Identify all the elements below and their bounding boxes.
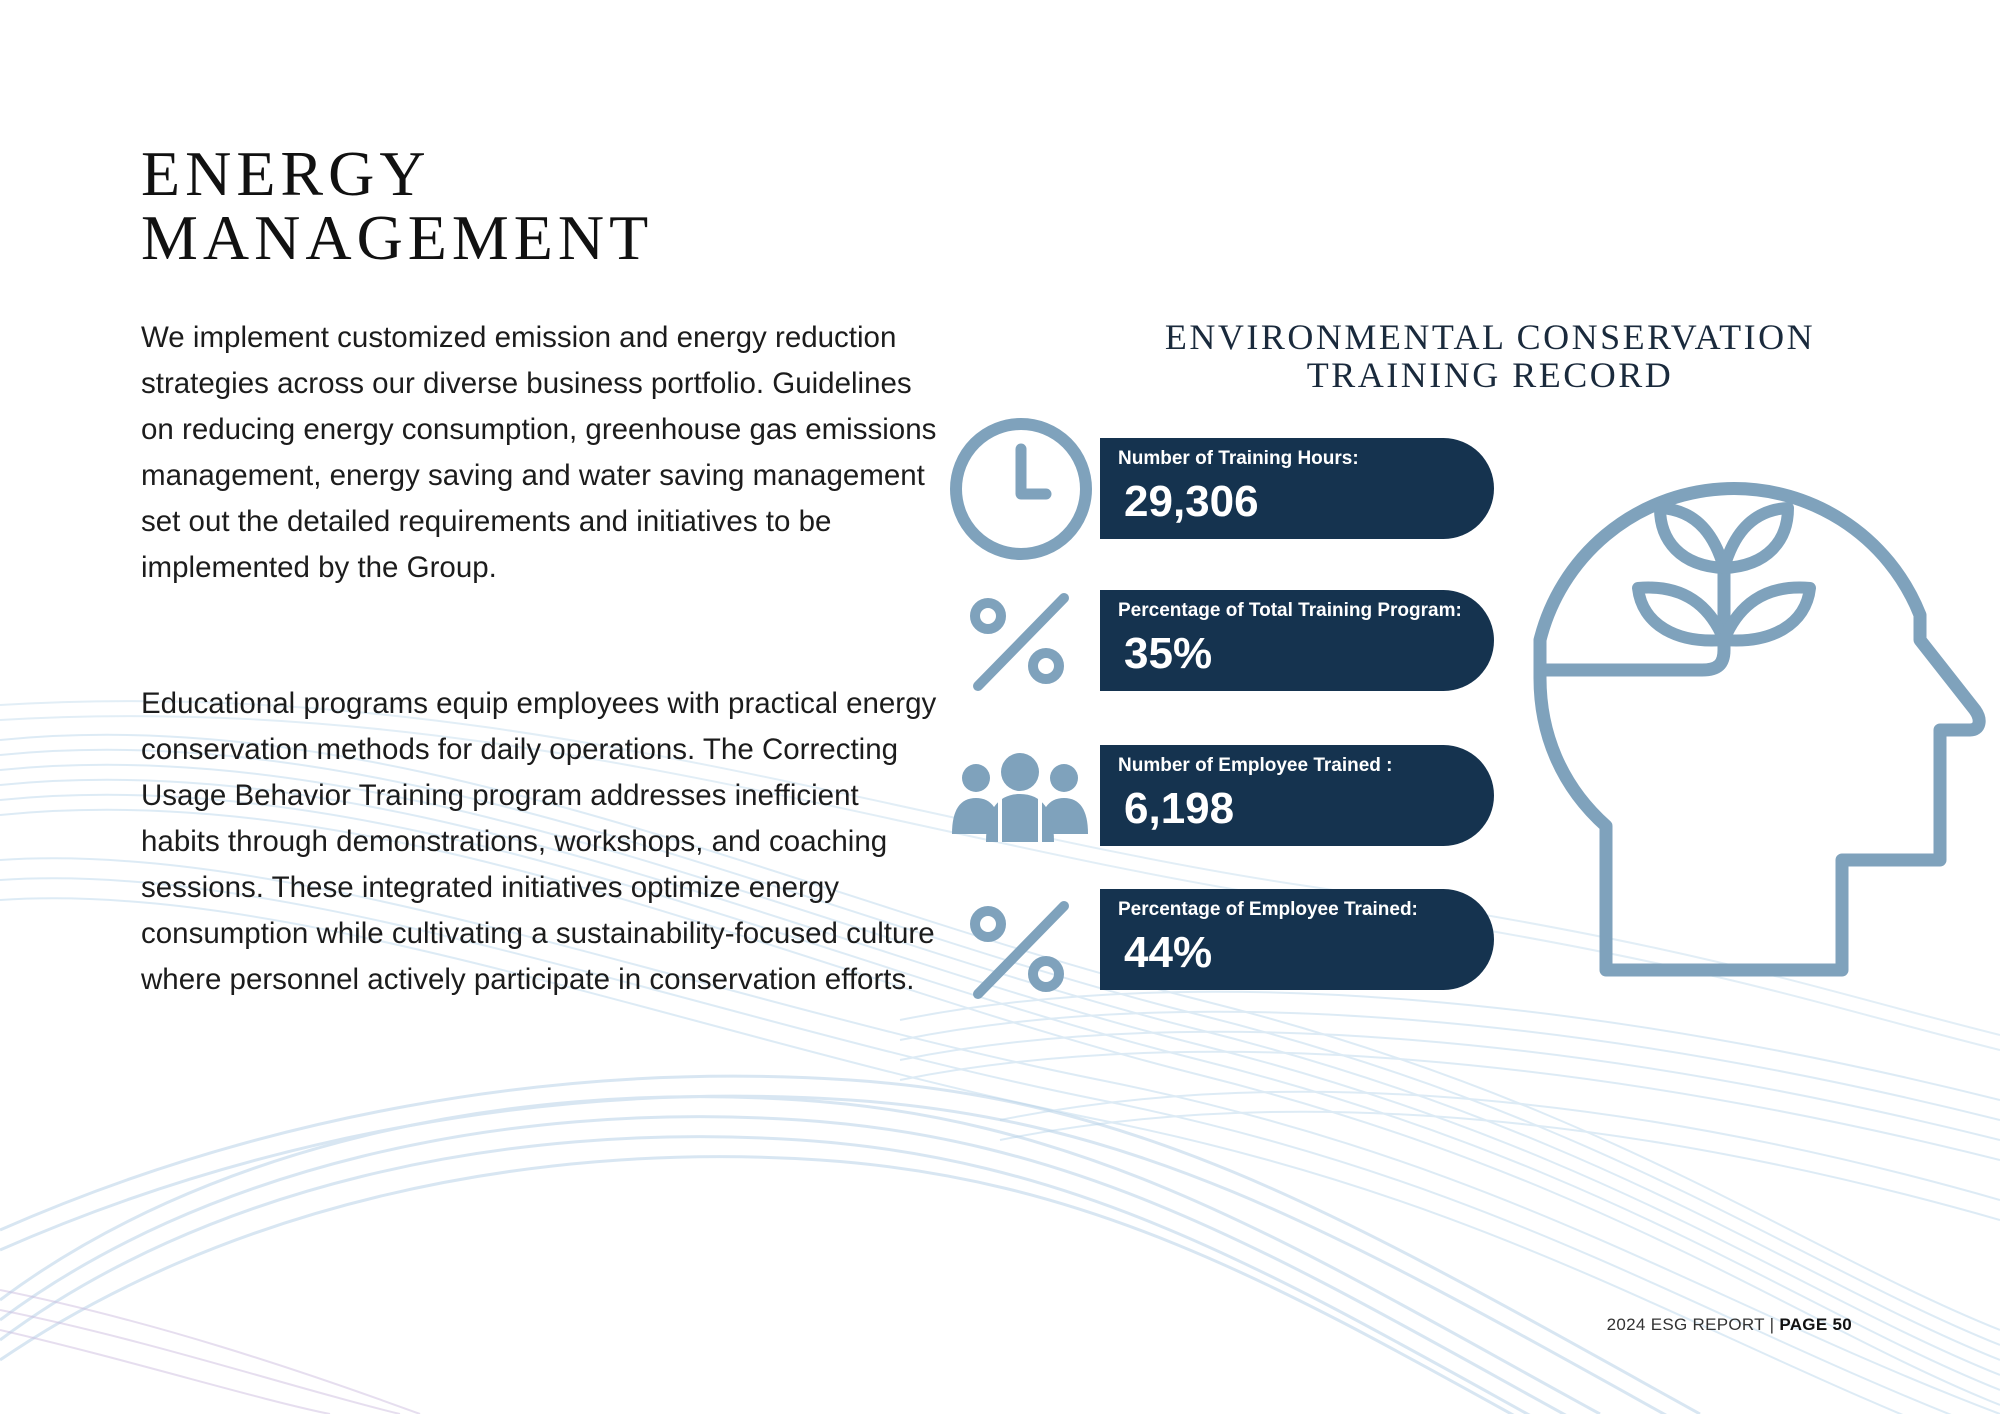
footer-report-name: 2024 ESG REPORT <box>1606 1315 1765 1334</box>
footer-separator: | <box>1769 1315 1775 1334</box>
stat-employees-trained-percentage: Percentage of Employee Trained: 44% <box>1100 889 1494 990</box>
stat-training-program-percentage: Percentage of Total Training Program: 35… <box>1100 590 1494 691</box>
infographic-title: ENVIRONMENTAL CONSERVATION TRAINING RECO… <box>1110 318 1870 394</box>
stat-value: 35% <box>1124 629 1213 678</box>
stat-label: Number of Employee Trained : <box>1118 755 1393 776</box>
stat-label: Percentage of Total Training Program: <box>1118 600 1462 621</box>
stat-value: 44% <box>1124 928 1213 977</box>
page-title-line-1: ENERGY <box>141 138 431 209</box>
stat-label: Number of Training Hours: <box>1118 448 1359 469</box>
percent-icon <box>970 901 1069 999</box>
footer-page-number: PAGE 50 <box>1779 1315 1852 1334</box>
intro-paragraph: We implement customized emission and ene… <box>141 321 937 584</box>
page-title: ENERGY MANAGEMENT <box>141 142 653 270</box>
stat-value: 6,198 <box>1124 784 1235 833</box>
stat-label: Percentage of Employee Trained: <box>1118 899 1418 920</box>
stat-training-hours: Number of Training Hours: 29,306 <box>1100 438 1494 539</box>
infographic-title-line-1: ENVIRONMENTAL CONSERVATION <box>1164 317 1816 357</box>
infographic-title-line-2: TRAINING RECORD <box>1306 355 1674 395</box>
training-paragraph: Educational programs equip employees wit… <box>141 687 937 996</box>
percent-icon <box>970 593 1069 691</box>
page-footer: 2024 ESG REPORT | PAGE 50 <box>1607 1315 1852 1335</box>
page-title-line-2: MANAGEMENT <box>141 202 654 273</box>
head-with-sprout-icon <box>1533 482 1986 977</box>
stat-employees-trained: Number of Employee Trained : 6,198 <box>1100 745 1494 846</box>
clock-icon <box>950 418 1092 560</box>
people-icon <box>952 753 1088 842</box>
stat-value: 29,306 <box>1124 477 1259 526</box>
